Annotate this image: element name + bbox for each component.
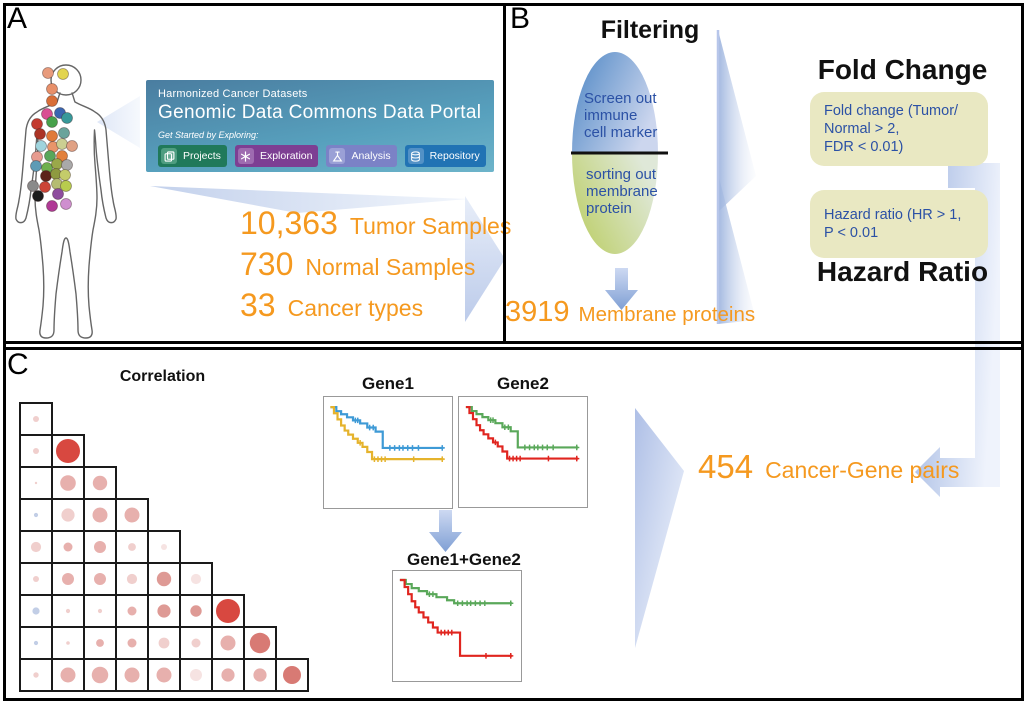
stat-label: Tumor Samples: [349, 213, 512, 239]
gdc-button-projects[interactable]: Projects: [158, 145, 227, 167]
arrow-card-to-body: [97, 96, 140, 148]
human-body-diagram: [15, 64, 117, 339]
stat-label: Normal Samples: [305, 254, 476, 280]
gdc-tagline: Get Started by Exploring:: [158, 130, 259, 140]
stat-label: Cancer types: [287, 295, 424, 321]
correlation-title: Correlation: [119, 368, 206, 385]
arrow-card-to-stats: [150, 186, 468, 213]
ellipse-top-half: [572, 52, 658, 153]
panel-divider-horizontal-2: [3, 347, 1024, 350]
gdc-button-label: Exploration: [259, 150, 313, 162]
ellipse-bottom-half: [572, 153, 658, 254]
repository-icon: [407, 148, 424, 164]
gdc-title: Genomic Data Commons Data Portal: [158, 102, 482, 123]
fold-change-criteria-line: FDR < 0.01): [824, 139, 904, 155]
filtering-title: Filtering: [600, 16, 700, 44]
km-gene1-title: Gene1: [362, 374, 414, 393]
hazard-ratio-title: Hazard Ratio: [816, 256, 989, 287]
exploration-icon: [237, 148, 254, 164]
km-gene1-plot: [323, 396, 453, 509]
km-gene2-plot: [458, 396, 588, 508]
panel-c-label: C: [7, 348, 29, 381]
stat-normal-samples: 730 Normal Samples: [240, 246, 511, 283]
filter-step-immune-line: Screen out: [584, 90, 657, 107]
arrow-filter-split: [716, 30, 756, 324]
panel-b-label: B: [510, 2, 531, 35]
km-combo-title: Gene1+Gene2: [407, 550, 521, 569]
filter-step-immune-line: cell marker: [584, 124, 658, 141]
gdc-subtitle: Harmonized Cancer Datasets: [158, 88, 308, 100]
arrow-c-to-result: [635, 408, 684, 648]
analysis-icon: [329, 148, 346, 164]
hazard-ratio-criteria-box: Hazard ratio (HR > 1, P < 0.01: [810, 190, 988, 258]
gdc-button-label: Repository: [429, 150, 480, 162]
cancer-gene-pairs-label: Cancer-Gene pairs: [765, 457, 960, 483]
membrane-protein-count: 3919: [505, 296, 570, 328]
arrow-ellipse-down: [605, 268, 638, 310]
panel-a-label: A: [7, 2, 28, 35]
gdc-portal-card: Harmonized Cancer Datasets Genomic Data …: [146, 80, 494, 172]
stat-value: 10,363: [240, 205, 338, 241]
cancer-gene-pairs-result: 454 Cancer-Gene pairs: [698, 448, 959, 486]
filter-step-membrane-line: membrane: [586, 183, 658, 200]
panel-divider-vertical: [503, 6, 506, 344]
gdc-button-label: Analysis: [351, 150, 391, 162]
filter-step-membrane-line: sorting out: [586, 166, 657, 183]
stat-value: 730: [240, 246, 294, 282]
cancer-gene-pairs-count: 454: [698, 448, 754, 485]
arrow-panel-a-to-b: [465, 196, 505, 322]
filtering-ellipse: [571, 52, 668, 254]
hazard-criteria-line: Hazard ratio (HR > 1,: [824, 207, 962, 223]
membrane-protein-result: 3919 Membrane proteins: [505, 296, 755, 329]
filter-step-immune: Screen out immune cell marker: [584, 90, 657, 141]
body-outline: [15, 92, 117, 339]
gdc-button-label: Projects: [183, 150, 221, 162]
filter-step-membrane: sorting out membrane protein: [586, 166, 658, 217]
fold-change-title: Fold Change: [817, 54, 988, 85]
fold-change-criteria-box: Fold change (Tumor/ Normal > 2, FDR < 0.…: [810, 92, 988, 166]
fold-change-criteria-line: Normal > 2,: [824, 121, 900, 137]
arrow-km-down: [429, 510, 462, 552]
gdc-button-analysis[interactable]: Analysis: [326, 145, 397, 167]
membrane-protein-label: Membrane proteins: [578, 303, 756, 326]
stat-tumor-samples: 10,363 Tumor Samples: [240, 205, 511, 242]
fold-change-criteria-line: Fold change (Tumor/: [824, 103, 959, 119]
cancer-type-dots: [27, 67, 78, 212]
hazard-criteria-line: P < 0.01: [824, 225, 879, 241]
km-combo-plot: [392, 570, 522, 682]
filter-step-membrane-line: protein: [586, 200, 632, 217]
stat-cancer-types: 33 Cancer types: [240, 287, 511, 324]
filter-step-immune-line: immune: [584, 107, 638, 124]
body-head: [50, 64, 82, 96]
dataset-stats: 10,363 Tumor Samples 730 Normal Samples …: [240, 205, 511, 328]
gdc-button-exploration[interactable]: Exploration: [234, 145, 319, 167]
stat-value: 33: [240, 287, 276, 323]
correlation-bubble-matrix: [19, 402, 309, 692]
km-gene2-title: Gene2: [497, 374, 549, 393]
gdc-button-repository[interactable]: Repository: [404, 145, 486, 167]
projects-icon: [161, 148, 177, 164]
gdc-button-row: Projects Exploration Analysis Repository: [158, 145, 486, 167]
panel-divider-horizontal-1: [3, 341, 1024, 344]
